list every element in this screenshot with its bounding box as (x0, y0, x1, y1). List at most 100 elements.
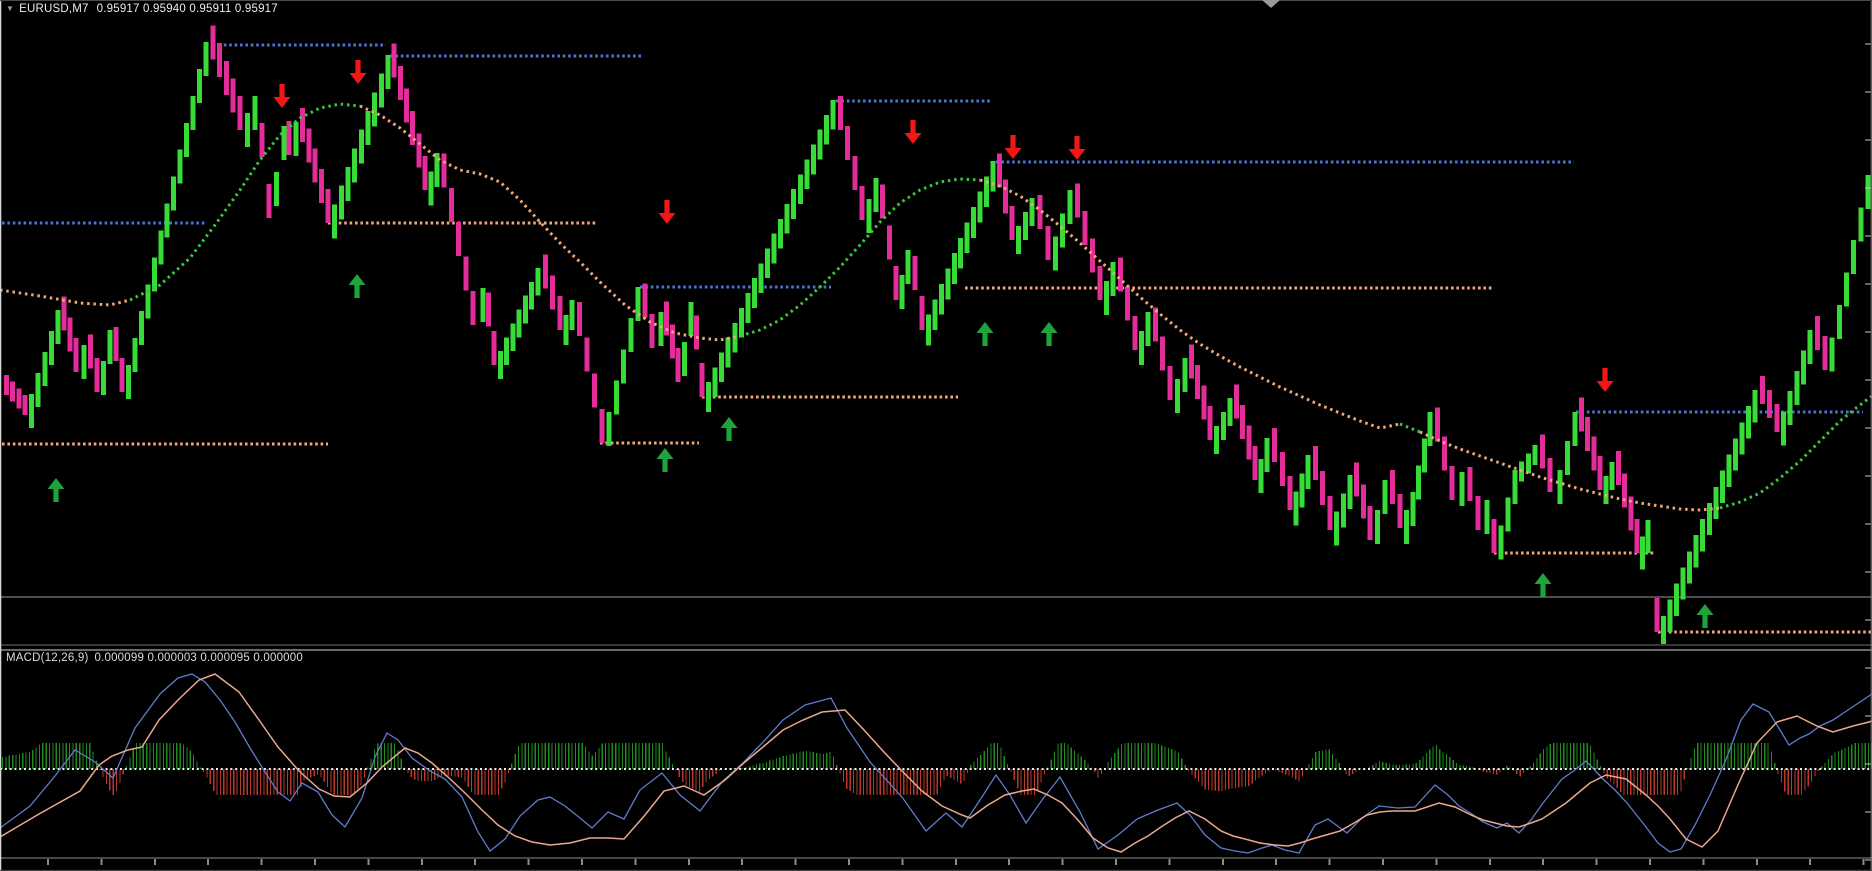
symbol-dropdown-icon[interactable]: ▼ (6, 4, 15, 13)
hist-bar-negative (504, 769, 506, 783)
price-bar-down (1201, 385, 1207, 420)
chart-shift-handle-icon[interactable] (1262, 0, 1280, 8)
main-pane-group (0, 25, 1872, 644)
hist-bar-negative (1204, 769, 1206, 790)
macd-line (0, 673, 1872, 854)
hist-bar-positive (591, 755, 593, 769)
hist-bar-positive (1864, 743, 1866, 769)
price-bar-down (1195, 365, 1200, 399)
hist-bar-negative (330, 769, 332, 793)
hist-bar-negative (420, 769, 422, 782)
price-bar-up (778, 218, 784, 249)
hist-bar-negative (1636, 769, 1638, 795)
hist-bar-negative (293, 769, 295, 795)
price-bar-down (1272, 428, 1278, 462)
hist-bar-positive (367, 767, 369, 769)
price-bar-down (1082, 211, 1088, 245)
hist-bar-positive (159, 743, 161, 769)
hist-bar-positive (1556, 743, 1558, 769)
hist-bar-negative (266, 769, 268, 795)
hist-bar-positive (836, 764, 838, 769)
price-bar-up (817, 129, 823, 160)
hist-bar-negative (866, 769, 868, 795)
ma-segment (359, 104, 741, 342)
price-bar-up (765, 248, 770, 279)
hist-bar-positive (1134, 743, 1136, 769)
ma-segment (1399, 422, 1421, 434)
hist-bar-positive (524, 743, 526, 769)
hist-bar-negative (1264, 769, 1267, 774)
hist-bar-positive (1087, 763, 1089, 769)
hist-bar-negative (353, 769, 355, 793)
hist-bar-positive (1861, 743, 1863, 769)
hist-bar-negative (873, 769, 875, 795)
hist-bar-positive (1114, 753, 1116, 769)
hist-bar-positive (1409, 764, 1411, 769)
hist-bar-negative (1211, 769, 1213, 791)
buy-arrow-icon (1534, 573, 1552, 597)
hist-bar-positive (1693, 748, 1695, 769)
hist-bar-positive (1687, 767, 1689, 769)
hist-bar-positive (1385, 762, 1387, 769)
price-bar-down (1628, 496, 1634, 531)
hist-bar-negative (1254, 769, 1257, 781)
hist-bar-positive (1737, 743, 1739, 769)
price-bar-up (171, 176, 177, 211)
hist-bar-negative (1228, 769, 1230, 790)
price-bar-down (61, 296, 67, 331)
hist-bar-positive (749, 766, 751, 769)
hist-bar-positive (1124, 743, 1126, 769)
hist-bar-positive (1181, 758, 1183, 769)
buy-arrow-icon (656, 448, 674, 472)
time-axis[interactable] (0, 857, 1872, 865)
hist-bar-positive (169, 743, 171, 769)
hist-bar-negative (112, 769, 114, 795)
hist-bar-negative (1811, 769, 1813, 782)
hist-bar-negative (447, 769, 449, 776)
hist-bar-negative (1780, 769, 1783, 783)
price-bar-up (606, 411, 612, 446)
price-bar-up (190, 95, 196, 130)
hist-bar-negative (464, 769, 466, 782)
hist-bar-positive (658, 743, 660, 769)
hist-bar-negative (943, 769, 945, 781)
hist-bar-positive (1063, 743, 1066, 769)
hist-bar-negative (1097, 769, 1099, 778)
hist-bar-positive (822, 753, 824, 769)
hist-bar-negative (457, 769, 459, 778)
buy-arrow-icon (1696, 604, 1714, 628)
price-bar-up (1145, 312, 1151, 346)
price-axis-ticks (1865, 43, 1871, 861)
price-bar-up (1227, 398, 1233, 426)
hist-bar-positive (976, 758, 979, 769)
hist-bar-positive (779, 757, 781, 769)
sell-arrow-icon (349, 60, 367, 84)
hist-bar-positive (548, 743, 550, 769)
hist-bar-positive (1402, 764, 1404, 769)
hist-bar-negative (862, 769, 865, 795)
price-bar-up (1334, 511, 1340, 546)
hist-bar-positive (390, 743, 392, 769)
price-bar-up (1512, 470, 1518, 504)
price-bar-up (712, 367, 718, 397)
price-bar-down (286, 121, 292, 155)
hist-bar-positive (1308, 764, 1310, 769)
hist-bar-positive (732, 768, 734, 769)
signal-arrows (47, 60, 1714, 628)
hist-bar-negative (203, 769, 205, 772)
hist-bar-positive (186, 747, 188, 769)
hist-bar-negative (1797, 769, 1799, 795)
hist-bar-positive (1469, 766, 1471, 769)
hist-bar-negative (1646, 769, 1649, 795)
price-bar-down (441, 153, 447, 188)
hist-bar-positive (1328, 749, 1330, 769)
hist-bar-positive (1007, 764, 1009, 769)
hist-bar-negative (675, 769, 677, 771)
hist-bar-negative (1238, 769, 1240, 788)
hist-bar-positive (32, 749, 34, 769)
price-bar-down (299, 108, 305, 143)
price-bar-up (164, 203, 170, 238)
hist-bar-positive (1144, 743, 1146, 769)
hist-bar-negative (1516, 769, 1518, 775)
